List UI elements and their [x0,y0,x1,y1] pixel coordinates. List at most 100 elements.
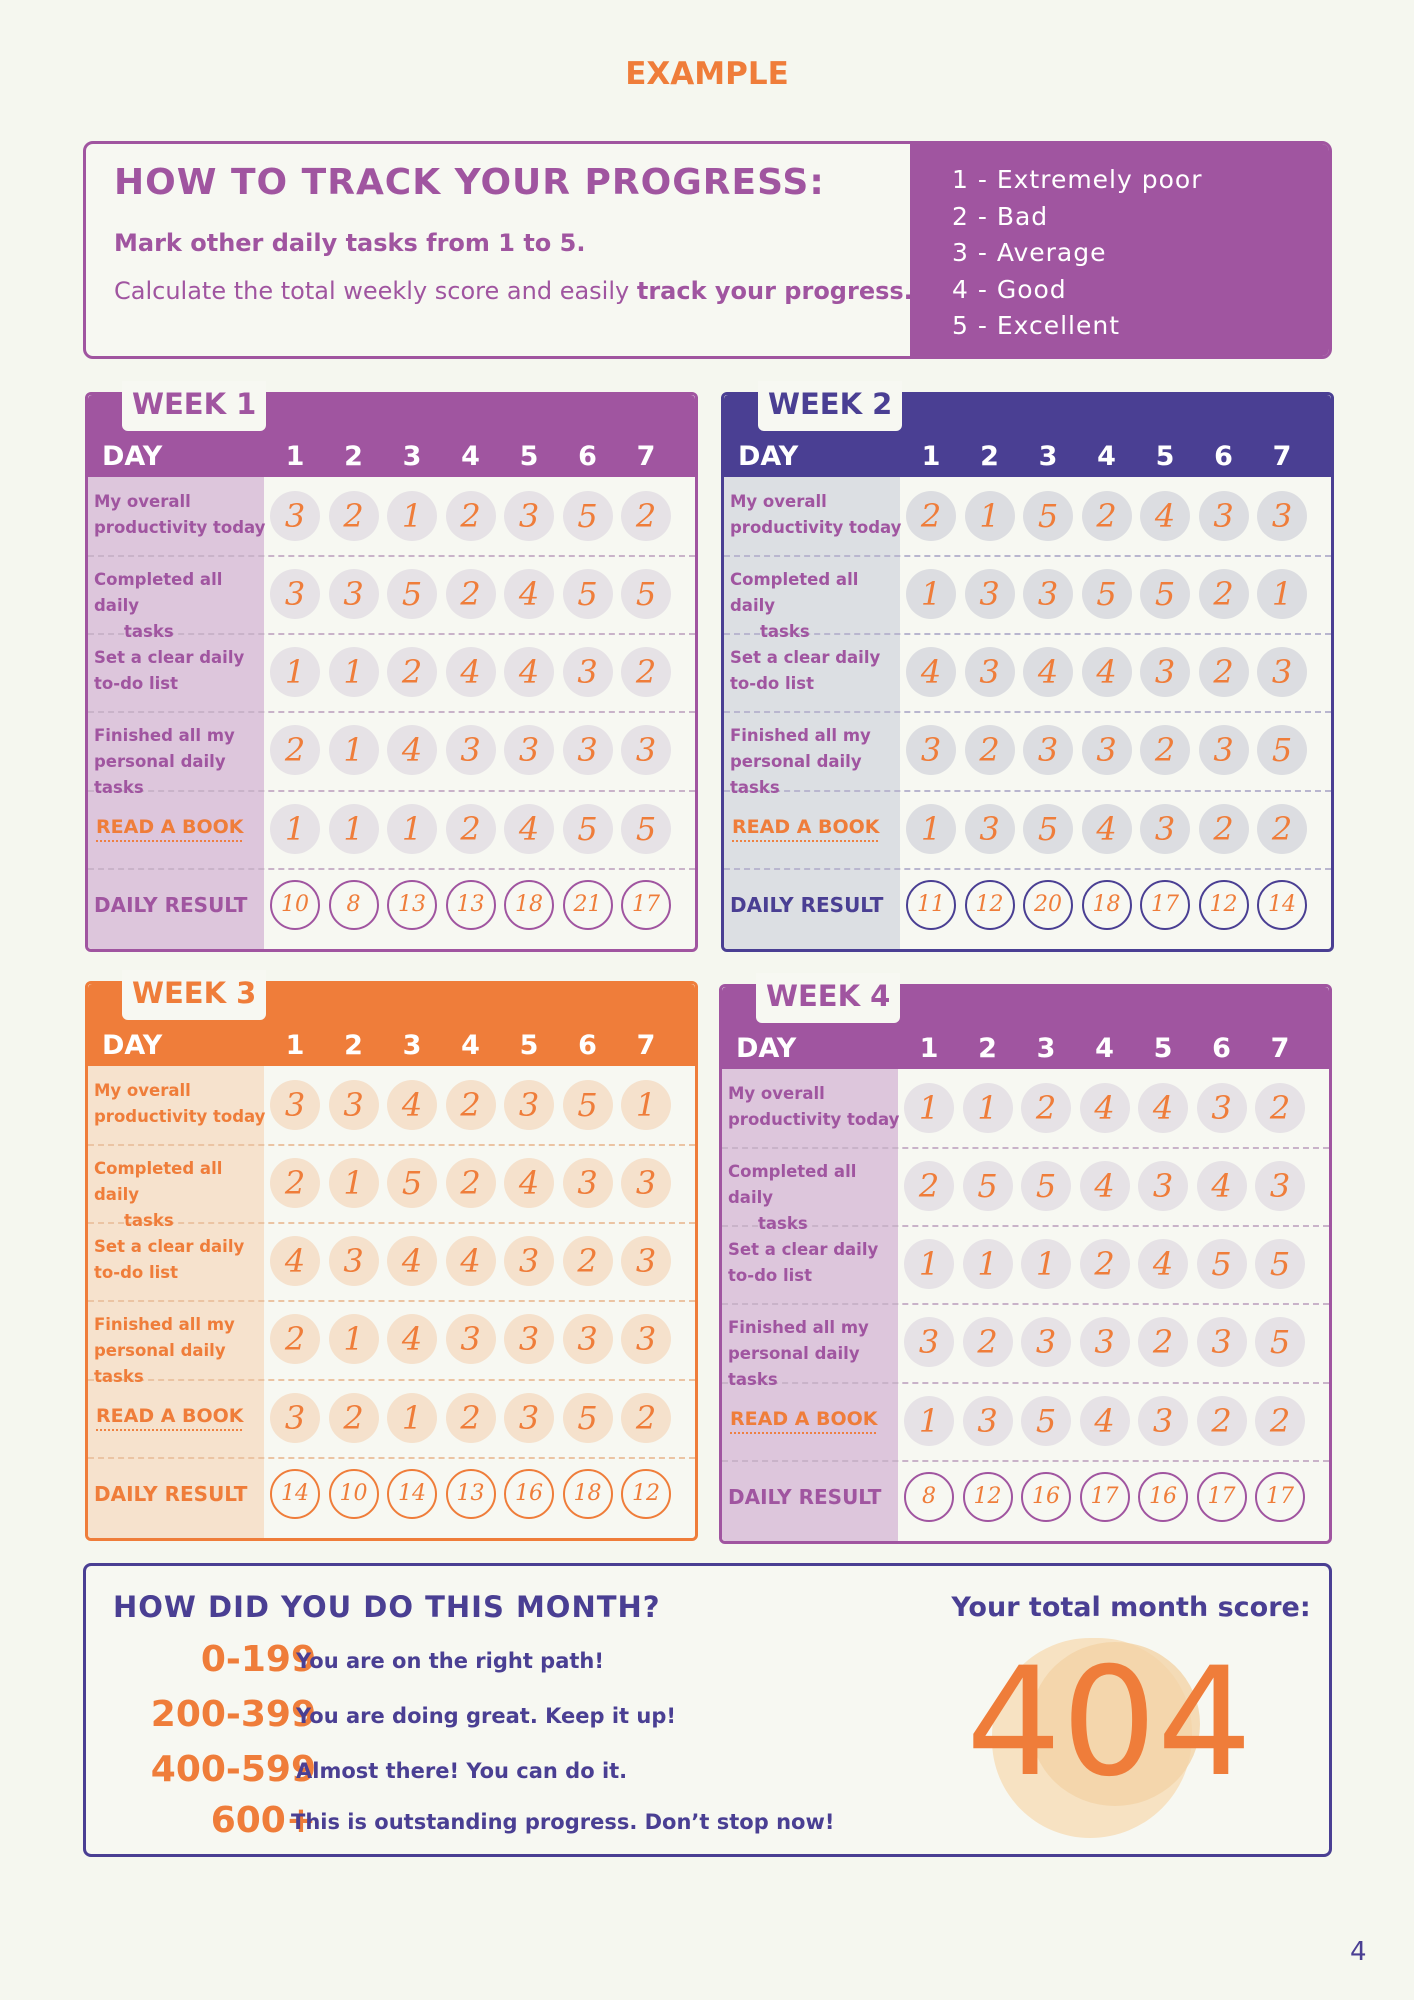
score-circle: 4 [1079,1161,1130,1211]
range-description: You are doing great. Keep it up! [296,1704,676,1728]
score-circle: 4 [504,1158,554,1208]
daily-result-circle: 14 [270,1469,320,1519]
row-label-line: Set a clear daily [730,648,881,667]
score-circle: 3 [1196,1317,1247,1367]
daily-result-circle: 17 [1196,1472,1247,1522]
score-grid [264,1066,695,1538]
score-circle: 3 [621,725,671,775]
scale-item: 4 - Good [952,274,1067,304]
scale-item: 5 - Excellent [952,311,1121,340]
row-label-line: productivity today [728,1110,900,1129]
daily-result-circle: 13 [387,880,437,930]
daily-result-circle: 8 [328,880,379,930]
daily-result-circle: 18 [504,880,554,930]
score-grid [900,477,1331,949]
score-circle: 3 [1198,491,1249,541]
daily-result-circle: 16 [504,1469,554,1519]
score-circle: 2 [1021,1083,1071,1133]
row-separator [722,1303,1329,1305]
week-table-body: DAY 1 2 3 4 5 6 7 My overall productivity today Co… [88,395,695,949]
score-circle: 4 [1081,647,1132,697]
score-circle: 2 [445,804,496,854]
row-label-line: tasks [124,1211,174,1230]
row-label-line: to-do list [728,1266,812,1285]
score-circle: 1 [906,569,956,619]
day-number: 1 [919,1033,939,1064]
row-label: READ A BOOK [730,1408,878,1430]
instruction-line-2-bold: track your progress. [636,277,913,305]
week-title: WEEK 3 [122,970,267,1020]
score-circle: 1 [904,1396,954,1446]
score-circle: 2 [445,569,496,619]
how-to-track-box: HOW TO TRACK YOUR PROGRESS: Mark other d… [83,141,1332,359]
score-circle: 4 [1023,647,1073,697]
row-label: DAILY RESULT [730,893,884,917]
row-separator [88,1379,695,1381]
score-circle: 3 [504,1236,554,1286]
daily-result-circle: 13 [445,880,496,930]
day-number: 6 [1214,441,1233,472]
row-label: Set a clear daily to-do list [94,1234,266,1286]
day-number: 3 [402,1030,422,1061]
daily-result-circle: 13 [445,1469,496,1519]
score-circle: 5 [1140,569,1190,619]
row-label-line: Set a clear daily [94,648,245,667]
score-circle: 5 [962,1161,1013,1211]
row-separator [724,711,1331,713]
score-circle: 3 [1023,725,1073,775]
daily-result-circle: 12 [964,880,1015,930]
day-header-label: DAY [738,441,799,472]
score-circle: 3 [1140,804,1190,854]
score-circle: 5 [1023,491,1073,541]
score-circle: 3 [1021,1317,1071,1367]
row-separator [88,633,695,635]
month-score-value: 404 [966,1636,1253,1810]
row-label: DAILY RESULT [94,1482,248,1506]
day-number: 1 [285,441,305,472]
score-circle: 3 [906,725,956,775]
score-circle: 5 [562,804,613,854]
score-circle: 4 [504,569,554,619]
score-circle: 3 [270,1393,320,1443]
score-circle: 4 [906,647,956,697]
score-circle: 1 [387,491,437,541]
score-circle: 1 [328,725,379,775]
score-circle: 2 [445,1393,496,1443]
row-label-line: personal daily tasks [730,752,862,797]
row-label-line: Finished all my [730,726,871,745]
score-circle: 1 [906,804,956,854]
score-circle: 4 [387,725,437,775]
row-label-line: Set a clear daily [94,1237,245,1256]
row-label: READ A BOOK [96,816,244,838]
row-label-line: productivity today [94,518,266,537]
score-circle: 4 [1079,1396,1130,1446]
day-number: 4 [461,441,480,472]
row-label-line: Finished all my [94,726,235,745]
score-circle: 1 [962,1239,1013,1289]
row-label-line: My overall [94,492,191,511]
daily-result-circle: 16 [1138,1472,1188,1522]
score-circle: 3 [1257,491,1307,541]
row-labels-column [724,477,900,949]
score-circle: 5 [1021,1396,1071,1446]
day-number: 7 [636,1030,656,1061]
row-separator [88,1300,695,1302]
score-circle: 2 [1081,491,1132,541]
row-label: My overall productivity today [94,489,266,541]
score-circle: 3 [964,569,1015,619]
row-separator [722,1147,1329,1149]
row-label: Set a clear daily to-do list [94,645,266,697]
daily-result-circle: 12 [621,1469,671,1519]
score-circle: 2 [1138,1317,1188,1367]
score-circle: 2 [904,1161,954,1211]
score-circle: 3 [562,1314,613,1364]
score-circle: 5 [621,804,671,854]
row-label: My overall productivity today [728,1081,900,1133]
row-label: DAILY RESULT [94,893,248,917]
row-separator [88,1222,695,1224]
row-label: READ A BOOK [732,816,880,838]
range-description: Almost there! You can do it. [296,1759,628,1783]
score-circle: 3 [962,1396,1013,1446]
day-header-label: DAY [102,1030,163,1061]
score-circle: 4 [504,804,554,854]
